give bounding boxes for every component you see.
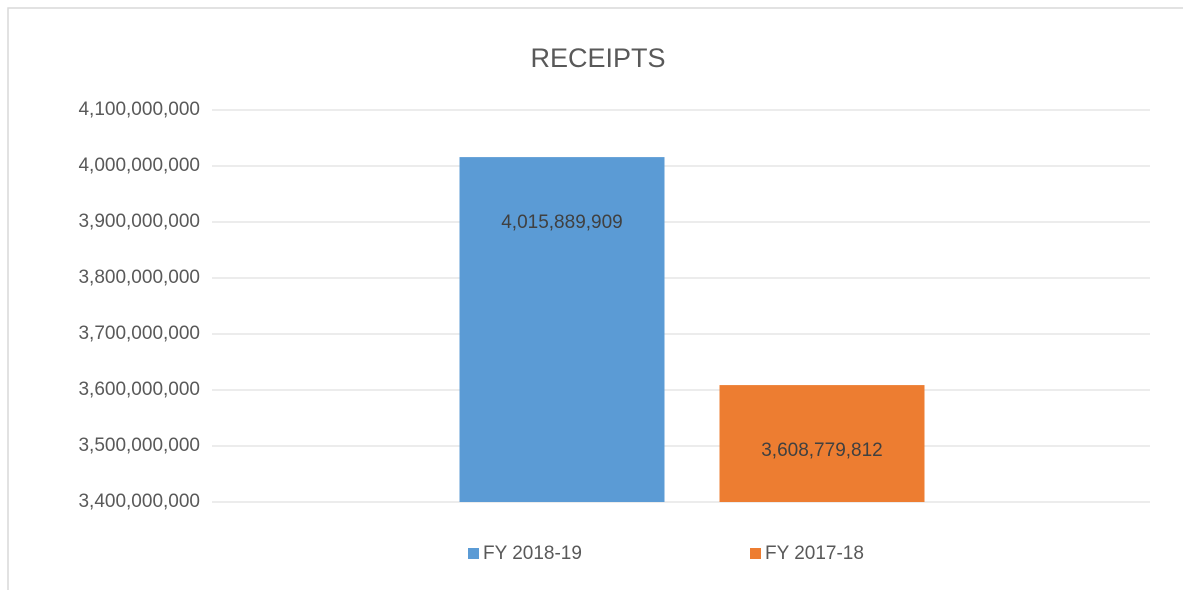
y-tick-label: 3,600,000,000 — [78, 379, 200, 400]
bar — [459, 157, 665, 502]
data-label: 4,015,889,909 — [501, 212, 623, 233]
y-tick-label: 3,800,000,000 — [78, 267, 200, 288]
y-tick-label: 3,500,000,000 — [78, 435, 200, 456]
bar — [719, 385, 925, 502]
y-tick-label: 3,900,000,000 — [78, 211, 200, 232]
y-tick-label: 3,700,000,000 — [78, 323, 200, 344]
chart-title: RECEIPTS — [530, 43, 665, 73]
legend-swatch — [468, 548, 479, 559]
legend-label: FY 2017-18 — [765, 543, 864, 564]
y-tick-label: 4,100,000,000 — [78, 99, 200, 120]
chart-frame — [7, 7, 1183, 590]
y-tick-label: 3,400,000,000 — [78, 491, 200, 512]
legend-swatch — [750, 548, 761, 559]
legend-label: FY 2018-19 — [483, 543, 582, 564]
data-label: 3,608,779,812 — [761, 440, 883, 461]
y-tick-label: 4,000,000,000 — [78, 155, 200, 176]
